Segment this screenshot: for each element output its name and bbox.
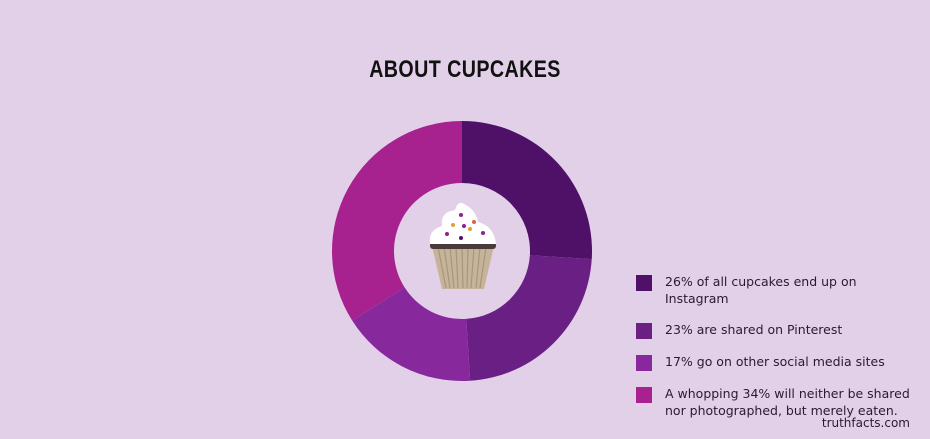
legend-label: 23% are shared on Pinterest bbox=[665, 322, 843, 337]
legend-swatch bbox=[636, 355, 652, 371]
legend-label: 17% go on other social media sites bbox=[665, 354, 885, 369]
donut-slice bbox=[466, 255, 592, 381]
legend-item: 17% go on other social media sites bbox=[636, 353, 915, 371]
chart-title: ABOUT CUPCAKES bbox=[369, 56, 561, 83]
legend-label: A whopping 34% will neither be shared no… bbox=[665, 386, 910, 418]
legend-swatch bbox=[636, 323, 652, 339]
legend-item: 26% of all cupcakes end up on Instagram bbox=[636, 273, 915, 307]
donut-slice bbox=[331, 121, 462, 321]
legend-item: 23% are shared on Pinterest bbox=[636, 321, 915, 339]
donut-slice bbox=[462, 121, 592, 260]
source-credit: truthfacts.com bbox=[821, 416, 910, 430]
legend: 26% of all cupcakes end up on Instagram … bbox=[636, 273, 915, 433]
legend-swatch bbox=[636, 387, 652, 403]
legend-item: A whopping 34% will neither be shared no… bbox=[636, 385, 915, 419]
legend-label: 26% of all cupcakes end up on Instagram bbox=[665, 274, 857, 306]
legend-swatch bbox=[636, 275, 652, 291]
donut-slice bbox=[352, 287, 471, 381]
cupcake-icon bbox=[429, 202, 496, 289]
